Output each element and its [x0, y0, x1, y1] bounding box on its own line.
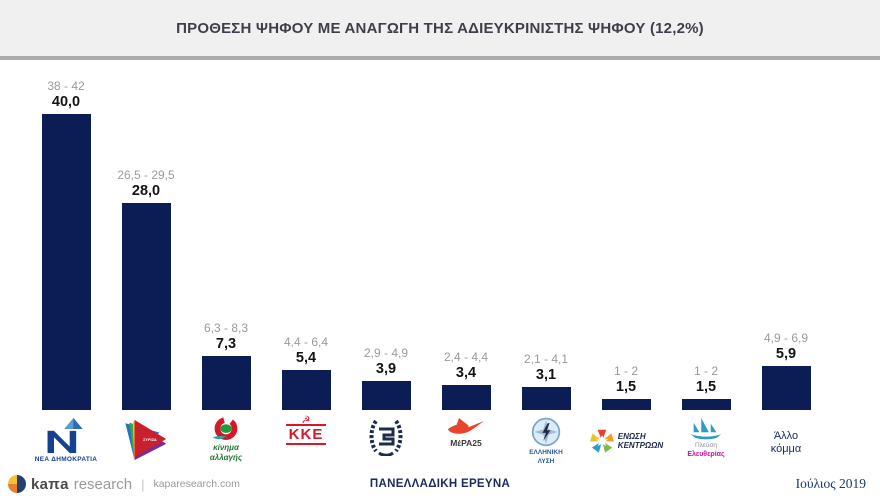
logo-cell-nd: ΝΕΑ ΔΗΜΟΚΡΑΤΙΑ — [26, 412, 106, 468]
survey-date: Ιούλιος 2019 — [795, 476, 866, 491]
elliniki-lysi-caption-line1: ΕΛΛΗΝΙΚΗ — [529, 449, 563, 456]
value-label: 5,4 — [295, 350, 317, 366]
bar-column-xa: 2,9 - 4,9 3,9 — [346, 60, 426, 410]
mera25-caption: ΜέΡΑ25 — [450, 438, 482, 448]
logo-cell-plefsi: Πλεύση Ελευθερίας — [666, 412, 746, 468]
range-label: 1 - 2 — [613, 363, 638, 378]
plefsi-caption-line2: Ελευθερίας — [687, 450, 725, 458]
brand-separator: | — [141, 476, 145, 492]
logo-cell-elliniki-lysi: ΕΛΛΗΝΙΚΗ ΛΥΣΗ — [506, 412, 586, 468]
kapa-research-brand: kaπa research | kaparesearch.com — [8, 475, 240, 493]
nea-dimokratia-caption: ΝΕΑ ΔΗΜΟΚΡΑΤΙΑ — [34, 456, 98, 463]
value-label: 1,5 — [695, 378, 717, 395]
logo-cell-syriza: ΣΥΡΙΖΑ — [106, 412, 186, 468]
value-label: 40,0 — [51, 94, 81, 110]
range-label: 2,4 - 4,4 — [443, 349, 489, 364]
kke-caption: ΚΚΕ — [285, 424, 327, 445]
bar — [281, 370, 331, 410]
range-label: 26,5 - 29,5 — [117, 167, 175, 182]
value-label: 3,9 — [375, 361, 397, 378]
enosi-kentroon-caption-line2: ΚΕΝΤΡΩΩΝ — [617, 441, 664, 450]
bar-chart: 38 - 42 40,0 26,5 - 29,5 28,0 6,3 - 8,3 7,3 4,… — [0, 60, 880, 410]
title-bar: ΠΡΟΘΕΣΗ ΨΗΦΟΥ ΜΕ ΑΝΑΓΩΓΗ ΤΗΣ ΑΔΙΕΥΚΡΙΝΙΣ… — [0, 0, 880, 60]
value-label: 28,0 — [131, 182, 161, 199]
party-logos-row: ΝΕΑ ΔΗΜΟΚΡΑΤΙΑ ΣΥΡΙΖΑ κίνημα αλλαγής ☭ Κ… — [0, 410, 880, 468]
bar — [601, 398, 651, 410]
range-label: 4,9 - 6,9 — [763, 331, 809, 346]
bar — [681, 398, 731, 410]
plefsi-eleftherias-sailboat-icon — [690, 418, 722, 440]
syriza-logo-icon: ΣΥΡΙΖΑ — [125, 419, 167, 461]
hammer-sickle-icon: ☭ — [301, 415, 311, 426]
survey-scope-label: ΠΑΝΕΛΛΑΔΙΚΗ ΕΡΕΥΝΑ — [369, 478, 511, 490]
bar-column-mera25: 2,4 - 4,4 3,4 — [426, 60, 506, 410]
bar — [121, 202, 171, 410]
logo-cell-xrysi-avgi — [346, 412, 426, 468]
kinima-allagis-logo-icon — [212, 417, 238, 440]
logo-cell-enosi-kentroon: ΕΝΩΣΗ ΚΕΝΤΡΩΩΝ — [586, 412, 666, 468]
xrysi-avgi-wreath-icon — [369, 419, 403, 456]
bar — [441, 384, 491, 410]
bar — [41, 114, 91, 410]
range-label: 1 - 2 — [693, 363, 718, 378]
brand-website: kaparesearch.com — [153, 478, 240, 490]
mera25-bird-icon — [448, 418, 484, 434]
kapa-research-logo-icon — [8, 475, 26, 493]
range-label: 38 - 42 — [47, 79, 85, 93]
logo-cell-mera25: ΜέΡΑ25 — [426, 412, 506, 468]
kinal-caption-line2: αλλαγής — [209, 452, 243, 462]
elliniki-lysi-caption-line2: ΛΥΣΗ — [537, 457, 555, 465]
bar-column-plefsi: 1 - 2 1,5 — [666, 60, 746, 410]
elliniki-lysi-compass-icon — [531, 417, 561, 447]
enosi-kentroon-star-icon — [589, 429, 614, 453]
value-label: 7,3 — [215, 336, 237, 352]
range-label: 2,9 - 4,9 — [363, 346, 409, 361]
brand-name-light: research — [73, 475, 133, 493]
range-label: 2,1 - 4,1 — [523, 352, 569, 367]
bar-column-enkentr: 1 - 2 1,5 — [586, 60, 666, 410]
syriza-logo-text: ΣΥΡΙΖΑ — [143, 438, 157, 442]
bar-column-nd: 38 - 42 40,0 — [26, 60, 106, 410]
plefsi-caption-line1: Πλεύση — [694, 442, 718, 449]
value-label: 3,4 — [455, 364, 477, 381]
nea-dimokratia-logo-icon — [47, 417, 83, 454]
brand-name-bold: kaπa — [31, 475, 69, 493]
bar-column-kinal: 6,3 - 8,3 7,3 — [186, 60, 266, 410]
bar-column-syriza: 26,5 - 29,5 28,0 — [106, 60, 186, 410]
kinal-caption-line1: κίνημα — [213, 443, 239, 452]
value-label: 5,9 — [775, 346, 797, 363]
footer: kaπa research | kaparesearch.com ΠΑΝΕΛΛΑΔ… — [0, 468, 880, 500]
other-party-label: Άλλο κόμμα — [770, 430, 802, 455]
bar — [761, 366, 811, 410]
bar — [201, 356, 251, 410]
bar — [521, 387, 571, 410]
bar — [361, 381, 411, 410]
range-label: 6,3 - 8,3 — [203, 321, 249, 335]
value-label: 3,1 — [535, 367, 557, 384]
bar-column-ellyn: 2,1 - 4,1 3,1 — [506, 60, 586, 410]
kke-logo: ☭ ΚΚΕ — [285, 416, 327, 445]
value-label: 1,5 — [615, 378, 637, 395]
bar-column-other: 4,9 - 6,9 5,9 — [746, 60, 826, 410]
chart-title: ΠΡΟΘΕΣΗ ΨΗΦΟΥ ΜΕ ΑΝΑΓΩΓΗ ΤΗΣ ΑΔΙΕΥΚΡΙΝΙΣ… — [176, 19, 704, 37]
enosi-kentroon-caption-line1: ΕΝΩΣΗ — [617, 432, 646, 441]
bar-column-kke: 4,4 - 6,4 5,4 — [266, 60, 346, 410]
logo-cell-kinal: κίνημα αλλαγής — [186, 412, 266, 468]
range-label: 4,4 - 6,4 — [283, 335, 329, 349]
logo-cell-kke: ☭ ΚΚΕ — [266, 412, 346, 468]
logo-cell-other-party: Άλλο κόμμα — [746, 412, 826, 468]
